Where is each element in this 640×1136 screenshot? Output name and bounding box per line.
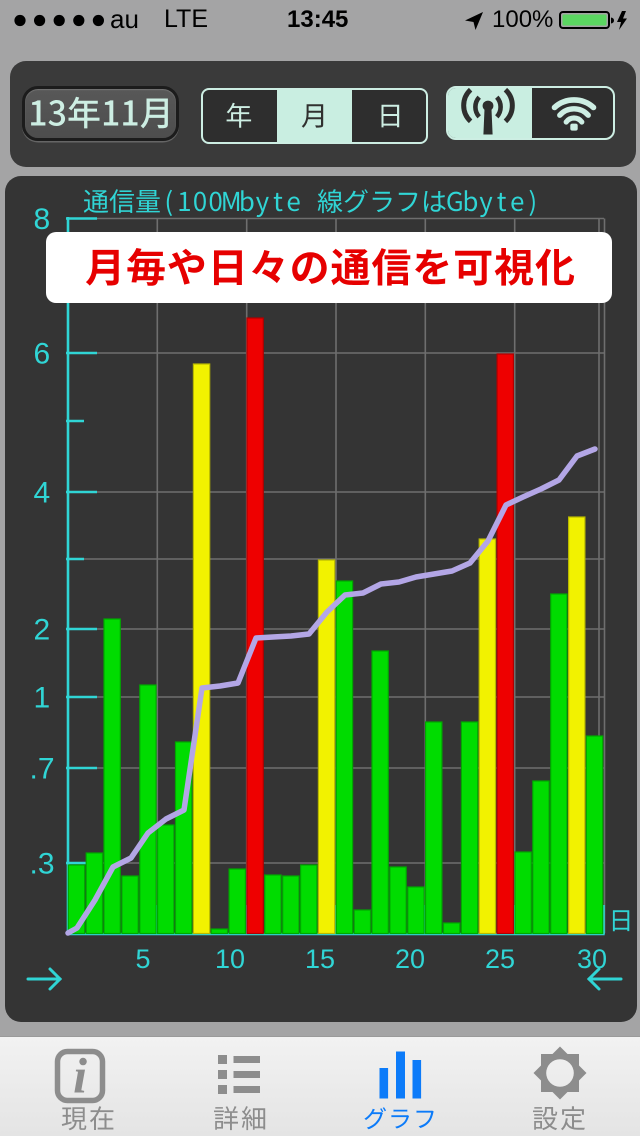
- svg-text:5: 5: [135, 944, 150, 974]
- svg-text:2: 2: [34, 614, 51, 647]
- svg-text:4: 4: [34, 477, 51, 510]
- svg-text:6: 6: [34, 338, 51, 371]
- svg-text:10: 10: [215, 944, 245, 974]
- svg-text:20: 20: [395, 944, 425, 974]
- svg-text:1: 1: [34, 682, 51, 715]
- svg-text:.7: .7: [30, 753, 55, 786]
- svg-text:8: 8: [34, 203, 51, 236]
- svg-text:30: 30: [577, 944, 607, 974]
- svg-text:15: 15: [305, 944, 335, 974]
- svg-text:25: 25: [485, 944, 515, 974]
- svg-text:.3: .3: [30, 848, 55, 881]
